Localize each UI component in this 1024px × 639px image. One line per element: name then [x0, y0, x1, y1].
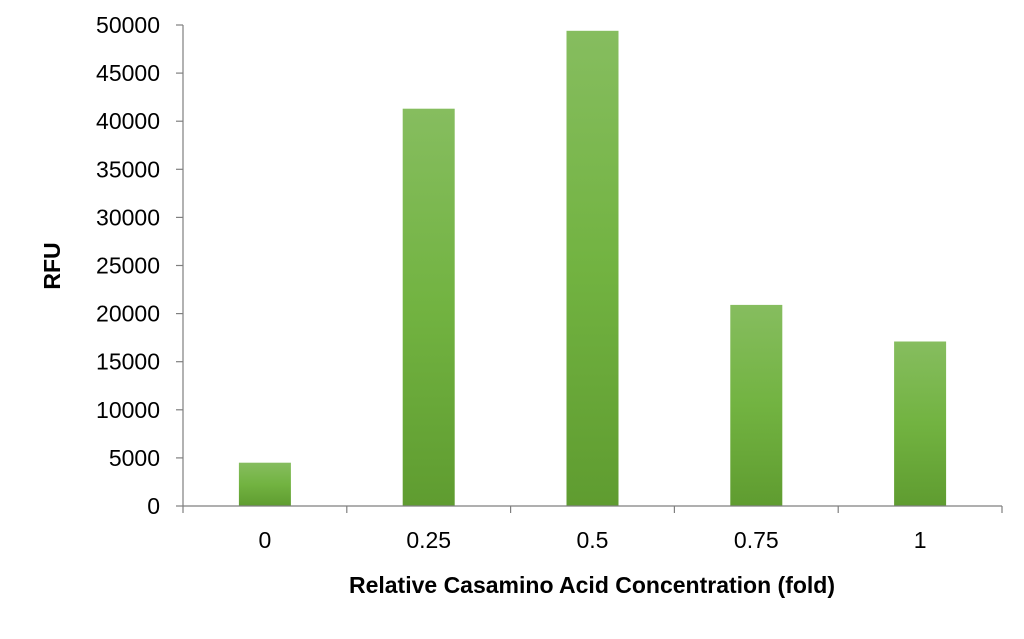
y-axis-title: RFU: [39, 242, 65, 289]
x-tick-label: 0.5: [577, 527, 609, 553]
x-tick-label: 0: [259, 527, 272, 553]
x-axis-title: Relative Casamino Acid Concentration (fo…: [349, 572, 835, 598]
y-tick-label: 40000: [96, 108, 160, 134]
bar-0.25: [402, 108, 455, 506]
axes-layer: [176, 24, 1003, 513]
labels-layer: 0 5000 10000 15000 20000 25000 30000 35000 40000…: [96, 12, 926, 553]
y-tick-label: 5000: [109, 445, 160, 471]
bar-0: [238, 462, 291, 506]
y-tick-label: 0: [147, 493, 160, 519]
bar-0.75: [730, 304, 783, 506]
y-tick-label: 25000: [96, 253, 160, 279]
y-tick-label: 10000: [96, 397, 160, 423]
y-tick-label: 45000: [96, 60, 160, 86]
x-tick-label: 0.75: [734, 527, 779, 553]
y-tick-label: 50000: [96, 12, 160, 38]
y-tick-label: 15000: [96, 349, 160, 375]
x-tick-label: 0.25: [406, 527, 451, 553]
y-tick-label: 20000: [96, 301, 160, 327]
bars-layer: [238, 30, 947, 507]
y-tick-label: 35000: [96, 156, 160, 182]
bar-1: [894, 341, 947, 506]
x-tick-label: 1: [914, 527, 927, 553]
y-tick-label: 30000: [96, 204, 160, 230]
bar-0.5: [566, 30, 619, 507]
